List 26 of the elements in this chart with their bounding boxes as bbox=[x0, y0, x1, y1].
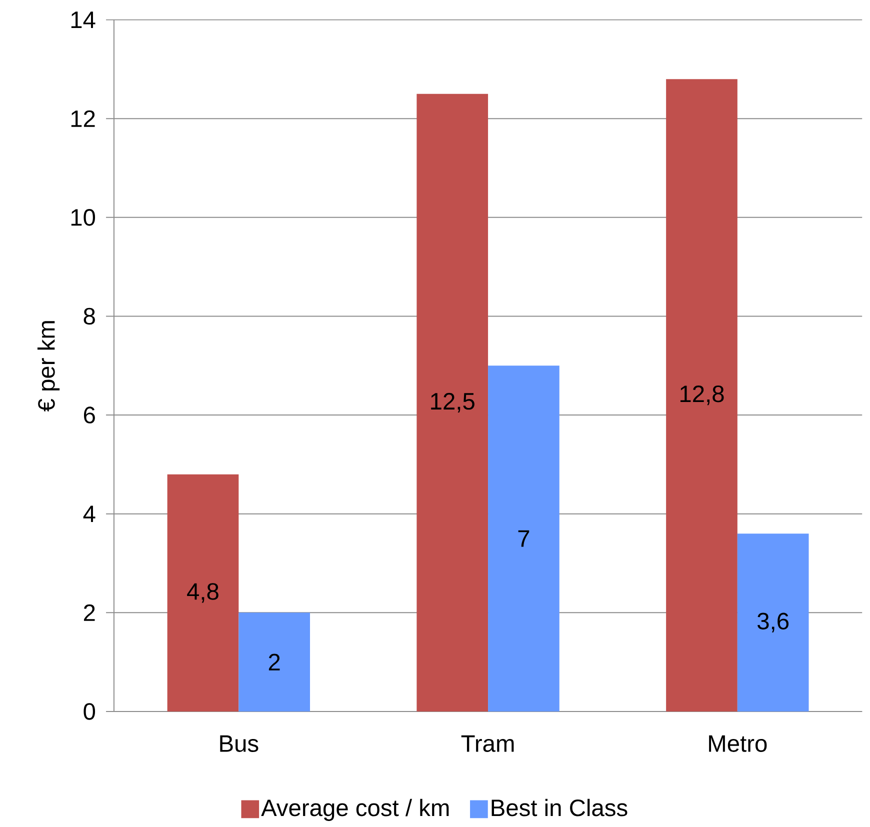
data-label: 12,5 bbox=[431, 392, 474, 412]
bar bbox=[167, 474, 239, 712]
bar bbox=[488, 365, 560, 712]
data-label: 4,8 bbox=[187, 582, 218, 602]
y-axis-title: € per km bbox=[37, 320, 60, 412]
y-tick-label: 12 bbox=[71, 110, 95, 127]
y-tick-label: 14 bbox=[71, 11, 96, 28]
bar bbox=[666, 78, 738, 712]
y-tick-label: 8 bbox=[84, 308, 95, 324]
legend-label: Average cost / km bbox=[261, 798, 449, 821]
bar bbox=[416, 94, 488, 712]
x-tick-label: Metro bbox=[709, 735, 767, 752]
x-tick-label: Bus bbox=[220, 735, 258, 752]
y-tick-label: 2 bbox=[84, 604, 95, 621]
bar bbox=[737, 533, 809, 712]
bar bbox=[238, 612, 310, 712]
y-tick-label: 4 bbox=[83, 505, 96, 522]
y-tick-label: 0 bbox=[84, 702, 96, 720]
data-label: 2 bbox=[268, 654, 280, 670]
x-tick-label: Tram bbox=[461, 735, 514, 752]
data-label: 12,8 bbox=[680, 385, 724, 405]
y-tick-label: 10 bbox=[71, 208, 96, 226]
data-label: 7 bbox=[518, 530, 530, 546]
y-tick-label: 6 bbox=[84, 406, 95, 424]
legend-label: Best in Class bbox=[492, 798, 628, 816]
data-label: 3,6 bbox=[758, 612, 789, 632]
